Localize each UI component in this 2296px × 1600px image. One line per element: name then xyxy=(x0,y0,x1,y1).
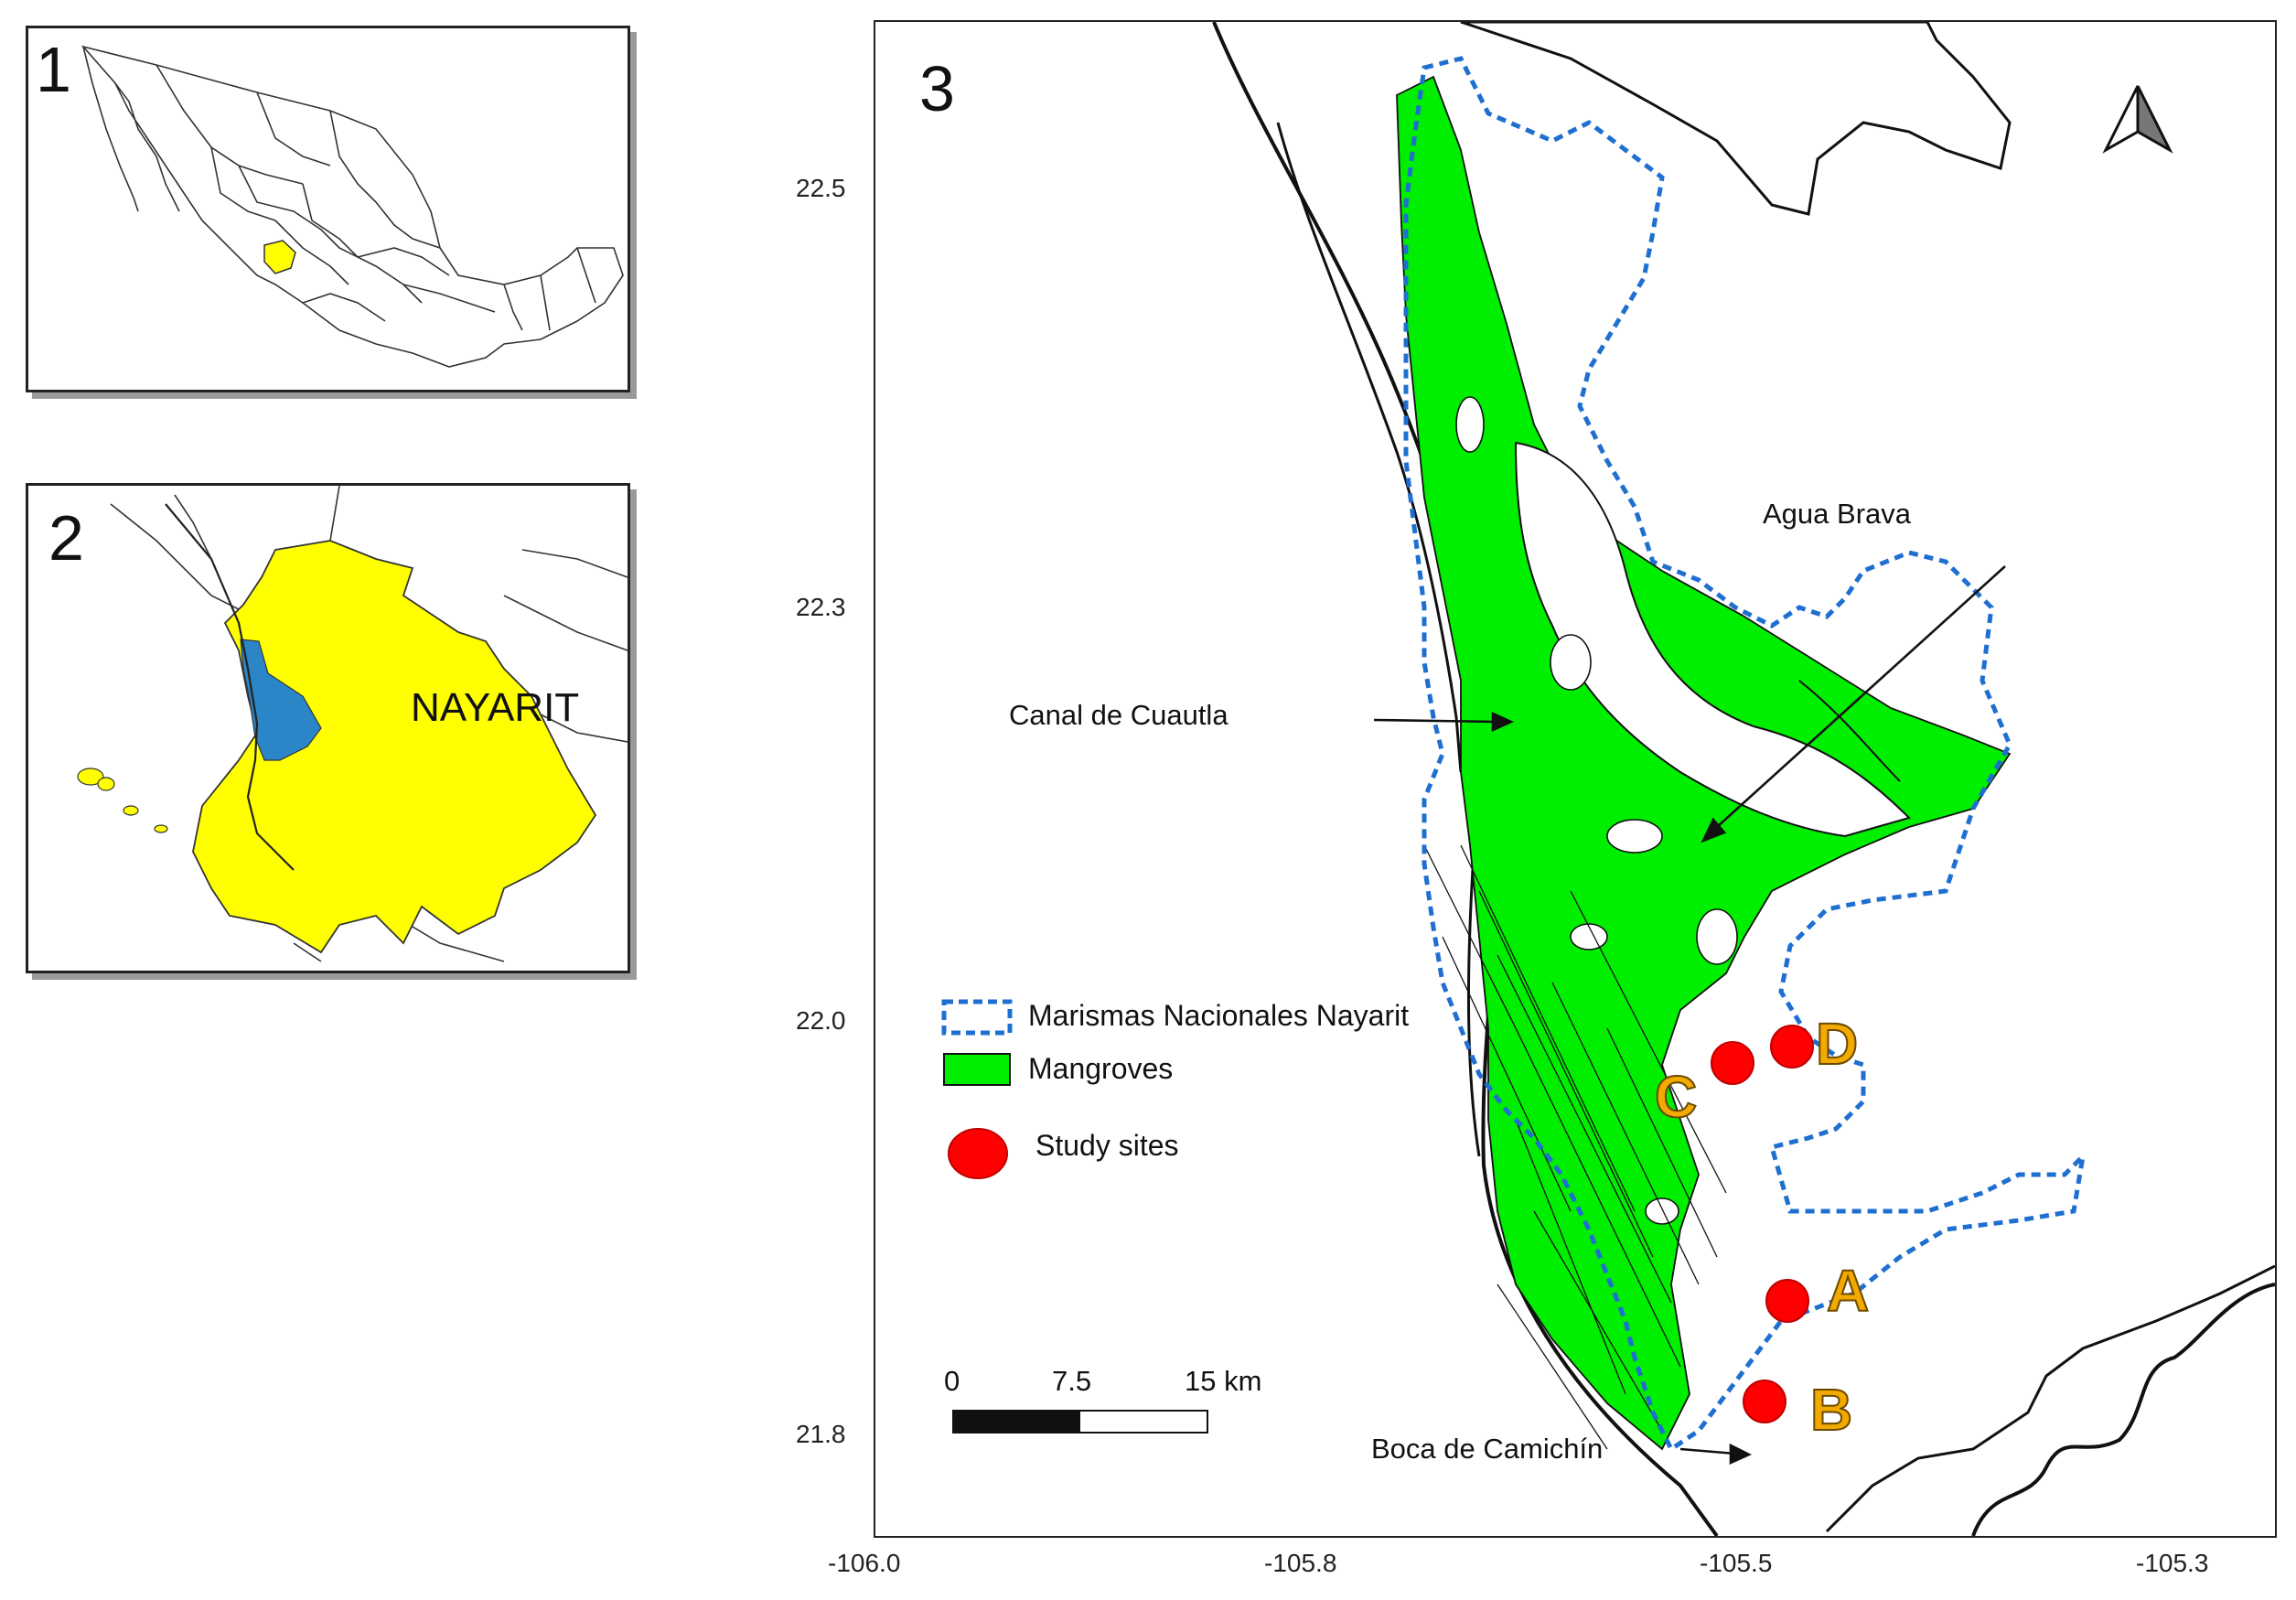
x-tick-105-8: -105.8 xyxy=(1264,1549,1337,1577)
main-map-canvas xyxy=(941,22,2275,1536)
label-agua-brava: Agua Brava xyxy=(1763,498,1911,530)
nayarit-state-map xyxy=(77,486,628,962)
y-tick-22-0: 22.0 xyxy=(796,1006,846,1035)
x-tick-105-5: -105.5 xyxy=(1700,1549,1773,1577)
site-label-b: B xyxy=(1809,1377,1853,1443)
nayarit-highlight xyxy=(263,240,296,274)
x-tick-106-0: -106.0 xyxy=(828,1549,901,1577)
site-label-d: D xyxy=(1815,1011,1859,1077)
scale-label-7-5: 7.5 xyxy=(1052,1365,1092,1397)
legend-mangroves-symbol xyxy=(943,1053,1011,1086)
main-map: 3 Agua Brava Canal de Cuautla Boca de Ca… xyxy=(874,20,2277,1538)
legend-marismas-symbol xyxy=(941,999,1013,1036)
y-tick-22-5: 22.5 xyxy=(796,174,846,202)
legend-mangroves-label: Mangroves xyxy=(1028,1052,1174,1085)
label-boca-de-camichin: Boca de Camichín xyxy=(1371,1433,1604,1465)
scale-bar xyxy=(952,1410,1208,1434)
legend-marismas-label: Marismas Nacionales Nayarit xyxy=(1028,999,1410,1032)
panel-number-3: 3 xyxy=(919,53,955,124)
inset-nayarit: 2 NAYARIT xyxy=(26,483,630,973)
study-site-d xyxy=(1770,1025,1814,1068)
marismas-lagoon-area xyxy=(240,639,322,761)
study-site-b xyxy=(1743,1380,1786,1423)
inset-mexico: 1 xyxy=(26,26,630,392)
scale-label-15-km: 15 km xyxy=(1185,1365,1262,1397)
site-label-c: C xyxy=(1654,1064,1698,1130)
study-site-a xyxy=(1765,1279,1809,1323)
y-tick-22-3: 22.3 xyxy=(796,593,846,621)
nayarit-label: NAYARIT xyxy=(411,685,580,730)
legend-study-sites-label: Study sites xyxy=(1035,1129,1179,1162)
panel-number-1: 1 xyxy=(36,34,71,105)
y-tick-21-8: 21.8 xyxy=(796,1420,846,1448)
site-label-a: A xyxy=(1826,1258,1870,1324)
panel-number-2: 2 xyxy=(48,502,84,574)
scale-label-0: 0 xyxy=(944,1365,960,1397)
legend-study-sites-symbol xyxy=(948,1128,1008,1179)
study-site-c xyxy=(1711,1041,1754,1085)
marismas-boundary xyxy=(1403,56,2087,1453)
mexico-outline-map xyxy=(80,45,624,368)
islas-marias xyxy=(77,768,168,833)
x-tick-105-3: -105.3 xyxy=(2136,1549,2209,1577)
nayarit-state-shape xyxy=(192,540,597,954)
label-canal-de-cuautla: Canal de Cuautla xyxy=(1009,699,1228,731)
north-arrow-icon xyxy=(2102,85,2173,154)
